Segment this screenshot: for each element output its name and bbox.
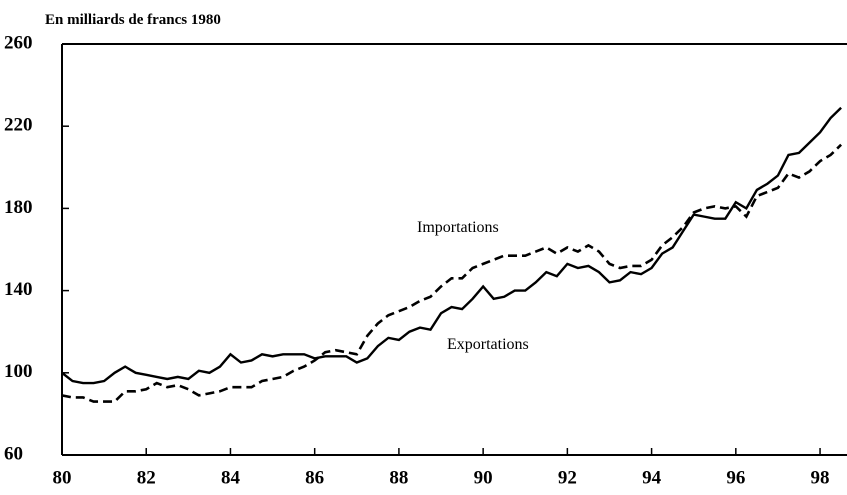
x-tick-label: 88	[389, 467, 408, 488]
series-line	[62, 106, 842, 385]
y-tick-label: 60	[4, 443, 23, 464]
y-axis-label: En milliards de francs 1980	[45, 12, 221, 28]
x-tick-label: 98	[811, 467, 830, 488]
x-tick-label: 84	[221, 467, 241, 488]
y-tick-label: 180	[4, 197, 33, 218]
y-tick-label: 100	[4, 361, 33, 382]
x-tick-label: 96	[726, 467, 745, 488]
x-tick-label: 94	[642, 467, 662, 488]
y-tick-label: 140	[4, 279, 33, 300]
y-tick-label: 220	[4, 115, 33, 136]
series-line	[62, 143, 843, 403]
x-tick-label: 80	[53, 467, 72, 488]
x-tick-label: 92	[558, 467, 577, 488]
series-label: Importations	[417, 219, 499, 236]
y-tick-label: 260	[4, 32, 33, 53]
series-label: Exportations	[447, 336, 529, 353]
x-tick-label: 90	[474, 467, 493, 488]
x-tick-label: 82	[137, 467, 156, 488]
x-tick-label: 86	[305, 467, 324, 488]
